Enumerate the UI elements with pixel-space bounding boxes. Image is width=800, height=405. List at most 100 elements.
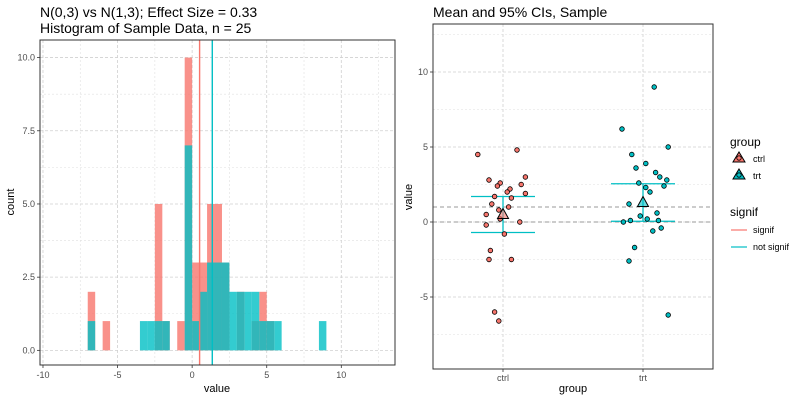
hist-y-tick-label: 5.0 <box>22 199 35 209</box>
hist-bar-trt <box>207 262 215 351</box>
hist-subtitle: Histogram of Sample Data, n = 25 <box>40 20 251 36</box>
ci-point-trt <box>655 217 662 224</box>
legend-group-ctrl: ctrl <box>732 151 765 164</box>
ci-mean-marker-ctrl <box>496 207 510 219</box>
ci-y-tick-label: 0 <box>423 217 428 227</box>
legend-trt-dot-icon <box>736 172 742 178</box>
ci-point-ctrl <box>517 219 523 225</box>
ci-point-ctrl <box>508 256 515 263</box>
hist-axes: -10 -5 0 5 10 0.0 2.5 5.0 7.5 10.0 <box>17 53 346 380</box>
hist-x-tick-label: -5 <box>114 370 122 380</box>
ci-point-ctrl <box>505 204 512 210</box>
ci-point-ctrl <box>501 231 508 237</box>
hist-bar-trt <box>266 321 275 351</box>
ci-axes: -5 0 5 10 ctrl trt <box>418 67 648 383</box>
ci-point-trt <box>657 174 663 180</box>
hist-x-tick-label: 0 <box>190 370 195 380</box>
ci-y-axis-label: value <box>403 184 415 210</box>
hist-bar-trt <box>318 321 327 351</box>
ci-point-ctrl <box>514 147 520 153</box>
ci-panel-border <box>432 23 714 370</box>
ci-point-trt <box>664 177 670 183</box>
hist-bar-trt <box>229 291 237 351</box>
ci-y-tick-label: 10 <box>418 67 428 77</box>
hist-bar-trt <box>87 321 96 351</box>
ci-point-ctrl <box>486 256 492 263</box>
hist-x-axis-label: value <box>204 383 230 395</box>
ci-point-ctrl <box>486 177 492 183</box>
ci-point-trt <box>652 169 659 176</box>
ci-point-ctrl <box>487 247 494 254</box>
hist-bar-trt <box>214 262 222 351</box>
hist-bar-trt <box>236 291 245 351</box>
legend-not-signif-label: not signif <box>753 242 790 252</box>
ci-marks <box>471 84 675 324</box>
ci-point-ctrl <box>491 309 498 315</box>
ci-point-trt <box>647 189 653 195</box>
legend-signif-label: signif <box>753 225 775 235</box>
ci-point-trt <box>643 160 649 167</box>
hist-bar-trt <box>199 291 208 351</box>
hist-bar-trt <box>147 321 155 351</box>
hist-title: N(0,3) vs N(1,3); Effect Size = 0.33 <box>40 4 257 20</box>
ci-mean-marker-trt <box>636 195 650 207</box>
ci-point-ctrl <box>483 211 489 218</box>
ci-y-tick-label: 5 <box>423 142 428 152</box>
ci-x-tick-label: trt <box>639 373 647 383</box>
hist-bar-trt <box>154 321 163 351</box>
hist-y-tick-label: 10.0 <box>17 53 35 63</box>
hist-bar-trt <box>221 262 230 351</box>
hist-bar-ctrl <box>154 203 163 351</box>
ci-point-trt <box>650 228 656 234</box>
hist-bar-trt <box>251 291 260 351</box>
hist-y-tick-label: 2.5 <box>22 272 35 282</box>
ci-x-tick-label: ctrl <box>497 373 509 383</box>
legend-not-signif-item: not signif <box>731 242 790 252</box>
ci-point-trt <box>631 244 638 251</box>
ci-point-ctrl <box>504 189 510 195</box>
hist-x-tick-label: -10 <box>36 370 49 380</box>
ci-point-trt <box>619 126 625 132</box>
hist-bar-trt <box>274 321 282 351</box>
ci-point-trt <box>637 213 643 219</box>
ci-point-trt <box>626 258 632 264</box>
hist-y-axis-label: count <box>5 189 17 216</box>
legend-group-trt: trt <box>732 168 761 181</box>
hist-bar-ctrl <box>259 291 267 351</box>
hist-bar-trt <box>259 321 267 351</box>
ci-y-tick-label: -5 <box>420 292 428 302</box>
hist-bar-trt <box>139 321 148 351</box>
legend-trt-label: trt <box>753 171 761 181</box>
hist-mean-lines <box>198 40 213 365</box>
ci-point-ctrl <box>483 222 489 228</box>
ci-point-ctrl <box>496 207 502 213</box>
hist-bar-ctrl <box>102 321 111 351</box>
legend-ctrl-dot-icon <box>736 155 742 161</box>
ci-x-axis-label: group <box>559 383 587 395</box>
ci-point-ctrl <box>475 151 481 158</box>
ci-point-trt <box>627 217 634 224</box>
ci-point-trt <box>658 225 664 231</box>
hist-y-tick-label: 7.5 <box>22 126 35 136</box>
ci-title: Mean and 95% CIs, Sample <box>433 4 608 20</box>
ci-point-trt <box>629 151 635 158</box>
hist-bar-trt <box>184 145 193 351</box>
ci-point-trt <box>644 216 650 222</box>
ci-point-trt <box>643 184 649 191</box>
legend-signif-item: signif <box>731 225 775 235</box>
hist-x-tick-label: 5 <box>264 370 269 380</box>
hist-bar-trt <box>244 291 252 351</box>
ci-grid <box>433 24 713 369</box>
legend-ctrl-label: ctrl <box>753 154 765 164</box>
hist-panel-border <box>39 39 396 366</box>
ci-point-ctrl <box>518 181 524 188</box>
ci-point-trt <box>633 165 639 171</box>
ci-point-ctrl <box>522 190 529 197</box>
hist-y-tick-label: 0.0 <box>22 345 35 355</box>
hist-bar-trt <box>192 321 200 351</box>
ci-point-trt <box>661 183 667 189</box>
hist-bar-ctrl <box>177 321 185 351</box>
hist-bar-trt <box>162 321 170 351</box>
ci-point-trt <box>665 312 671 318</box>
